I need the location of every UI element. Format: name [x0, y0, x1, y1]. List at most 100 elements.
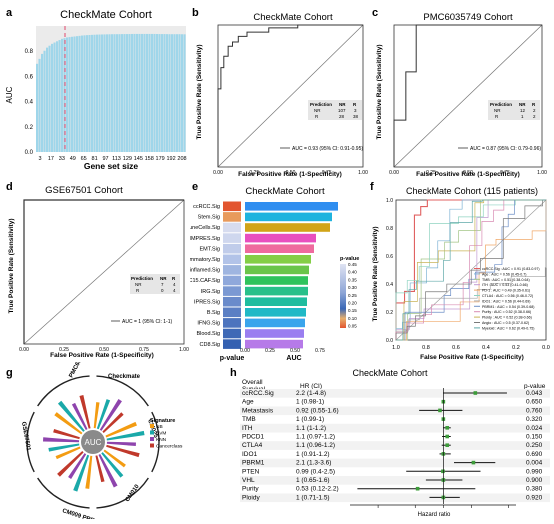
panel-g-signature-bar [95, 455, 105, 483]
panel-e-row-label: ImmuneCells.Sig [190, 225, 220, 231]
panel-c-th-0: Prediction [490, 102, 512, 107]
panel-a-bar [68, 37, 71, 152]
panel-d-table: Prediction NR R NR 7 4 R 0 4 [130, 274, 180, 294]
panel-e-bar [245, 297, 307, 306]
panel-e-colorbar-tick: 0.15 [348, 308, 357, 313]
panel-e-xtick: 0.50 [290, 348, 300, 354]
panel-a-bar [163, 34, 166, 153]
panel-g-cohort-cm010: CM010 [125, 483, 141, 503]
panel-a-bar [58, 40, 61, 153]
panel-g-cohort-arc [37, 375, 90, 407]
panel-c-td-0-2: 2 [533, 108, 536, 113]
panel-g-signature-bar [68, 453, 87, 480]
panel-e-row-label: Inflammatory.Sig [190, 257, 220, 263]
panel-d-xlabel: False Positive Rate (1-Specificity) [50, 352, 154, 359]
panel-a-bar [36, 63, 39, 152]
panel-g-signature-bar [106, 444, 140, 458]
panel-c-ylabel: True Positive Rate (Sensitivity) [376, 44, 383, 139]
panel-c-td-1-1: 1 [521, 114, 524, 119]
panel-a-bar [43, 50, 46, 152]
panel-a-ytick: 0.6 [25, 74, 34, 80]
panel-g-cohort-arc [96, 375, 149, 407]
panel-e-row-label: B.Sig [207, 310, 220, 316]
panel-g-signature-bar [79, 394, 91, 429]
panel-h-hr-point [471, 460, 476, 465]
panel-h-hr-point [445, 426, 450, 430]
panel-b-td-0-0: NR [314, 108, 321, 113]
panel-d-xticks: 0.00 0.25 0.50 0.75 1.00 [19, 347, 189, 353]
panel-e-bar [245, 255, 311, 264]
panel-c-th-1: NR [519, 102, 526, 107]
panel-a-bar [161, 34, 164, 153]
panel-a-bar [128, 34, 131, 152]
panel-a-xtick: 113 [112, 156, 121, 162]
panel-f-ytick: 1.0 [386, 198, 393, 204]
panel-d-legend: AUC = 1 (95% CI: 1-1) [122, 319, 172, 325]
panel-c-th-2: R [532, 102, 536, 107]
panel-a-bar [136, 33, 139, 152]
panel-e-pvalue-tile [223, 275, 241, 286]
panel-a-bar [51, 43, 54, 153]
panel-a-xtick: 81 [92, 156, 98, 162]
panel-a-bar [168, 34, 171, 152]
panel-f-roc-curve [395, 199, 546, 340]
panel-c-svg: c PMC6035749 Cohort True Positive Rate (… [372, 7, 547, 178]
panel-h-hr-point [415, 486, 420, 491]
panel-b-title: CheckMate Cohort [253, 12, 333, 23]
panel-a-bar [83, 35, 86, 152]
panel-d-xtick: 0.00 [19, 347, 29, 353]
panel-letter-g: g [6, 367, 13, 379]
panel-h-row-stripe [240, 441, 550, 450]
panel-c-td-0-1: 12 [520, 108, 526, 113]
panel-letter-a: a [6, 7, 13, 19]
panel-f-roc-curve [396, 199, 546, 341]
panel-a-ytick: 0.0 [25, 150, 34, 156]
panel-h-row-p: 0.150 [526, 434, 543, 441]
panel-a-bar [148, 33, 151, 152]
panel-f-legend-item: Ploidy : AUC = 0.52 (0.38-0.66) [482, 316, 532, 320]
panel-e-pvalue-tile [223, 286, 241, 296]
panel-a-xtick: 145 [134, 156, 143, 162]
panel-h-row-name: TMB [242, 416, 256, 423]
panel-e-colorbar-tick: 0.10 [348, 316, 357, 321]
panel-h-row-name: PBRM1 [242, 460, 265, 467]
panel-e-bar [245, 308, 306, 317]
panel-d-diagonal [23, 199, 185, 345]
panel-h-xlabel: Hazard ratio [418, 512, 451, 518]
panel-g-legend-item: SVM [156, 431, 166, 437]
panel-h-col1-line1: Overall [242, 379, 263, 386]
panel-f-roc-curve [395, 199, 546, 340]
panel-e-row-label: CD8.Sig [200, 342, 220, 348]
panel-e-row-label: ccRCC.Sig [193, 204, 220, 210]
panel-a-xtick: 65 [81, 156, 87, 162]
panel-d-td-1-2: 4 [173, 288, 176, 293]
panel-d: d GSE67501 Cohort True Positive Rate (Se… [0, 176, 190, 362]
panel-g-legend-swatch [150, 437, 154, 441]
panel-f-ylabel: True Positive Rate (Sensitivity) [372, 226, 379, 321]
panel-a-xtick: 3 [38, 156, 41, 162]
panel-g-signature-bar [102, 412, 124, 434]
panel-a-bar [56, 41, 59, 152]
panel-g-signature-bar [73, 454, 90, 492]
panel-h-row-hr: 1 (0.65-1.6) [296, 477, 330, 484]
panel-b-diagonal [217, 24, 364, 168]
panel-a-bar [178, 34, 181, 152]
panel-h-row-stripe [240, 493, 550, 503]
panel-h-row-p: 0.320 [526, 416, 543, 423]
panel-h-row-hr: 1 (0.99-1) [296, 416, 324, 423]
panel-g-center [81, 430, 105, 454]
panel-e-pvalue-tile [223, 201, 241, 212]
panel-g-signature-bar [43, 437, 80, 443]
panel-a-bar [73, 36, 76, 153]
panel-g-legend-title: Signature [150, 418, 175, 424]
panel-e-row-label: IRG.Sig [201, 289, 220, 295]
panel-g-center-label: AUC [85, 438, 102, 447]
panel-c-xlabel: False Positive Rate (1-Specificity) [416, 171, 520, 178]
panel-e-bar [245, 244, 314, 253]
panel-g: g AUC PMC6035749 Checkmate CM025 CM010 C… [0, 343, 190, 524]
panel-f-ytick: 0.8 [386, 226, 393, 232]
panel-h-row-p: 0.900 [526, 477, 543, 484]
panel-a-bar [156, 34, 159, 153]
panel-g-signature-bar [48, 443, 80, 452]
